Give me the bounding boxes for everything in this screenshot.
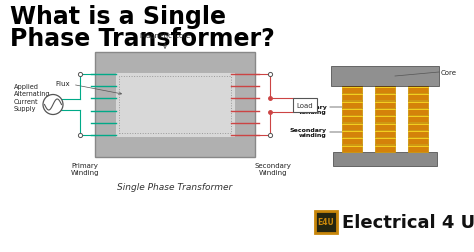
Bar xyxy=(342,102,362,108)
Bar xyxy=(333,152,437,166)
Bar xyxy=(95,53,255,158)
Bar xyxy=(408,138,428,145)
Text: Electrical 4 U: Electrical 4 U xyxy=(342,213,474,231)
Bar xyxy=(375,124,395,130)
Text: Secondary
winding: Secondary winding xyxy=(290,127,327,138)
Text: Secondary
Winding: Secondary Winding xyxy=(255,162,292,176)
Bar xyxy=(375,116,395,123)
Text: Magnetic Core: Magnetic Core xyxy=(140,33,190,49)
Bar xyxy=(342,87,362,152)
Bar xyxy=(375,87,395,152)
Bar xyxy=(293,98,317,112)
Bar xyxy=(342,146,362,152)
Text: Applied
Alternating
Current
Supply: Applied Alternating Current Supply xyxy=(14,83,51,112)
Text: Primary
winding: Primary winding xyxy=(299,104,327,115)
Text: Core: Core xyxy=(441,70,457,76)
Bar xyxy=(408,116,428,123)
Bar xyxy=(408,87,428,152)
Bar xyxy=(342,138,362,145)
Bar xyxy=(408,146,428,152)
Text: What is a Single: What is a Single xyxy=(10,5,226,29)
Bar xyxy=(115,73,235,137)
Bar xyxy=(408,94,428,101)
Text: Primary
Winding: Primary Winding xyxy=(71,162,99,176)
Bar xyxy=(375,146,395,152)
Bar xyxy=(342,109,362,115)
Text: Phase Transformer?: Phase Transformer? xyxy=(10,27,275,51)
Bar xyxy=(375,109,395,115)
Bar xyxy=(375,87,395,93)
Text: Single Phase Transformer: Single Phase Transformer xyxy=(118,182,233,191)
Bar xyxy=(342,124,362,130)
Bar xyxy=(375,94,395,101)
Bar xyxy=(342,116,362,123)
Bar xyxy=(408,87,428,93)
Bar xyxy=(408,131,428,137)
Bar xyxy=(342,131,362,137)
Bar xyxy=(119,77,231,134)
Bar xyxy=(342,87,362,93)
Bar xyxy=(408,109,428,115)
Bar xyxy=(408,102,428,108)
Bar xyxy=(375,131,395,137)
Bar xyxy=(331,67,439,87)
Bar xyxy=(375,102,395,108)
FancyBboxPatch shape xyxy=(315,211,337,233)
Bar xyxy=(375,138,395,145)
Circle shape xyxy=(43,95,63,115)
Text: Flux: Flux xyxy=(55,80,121,95)
Text: E4U: E4U xyxy=(318,218,334,227)
Bar xyxy=(342,94,362,101)
Bar xyxy=(408,124,428,130)
Text: Load: Load xyxy=(297,102,313,108)
